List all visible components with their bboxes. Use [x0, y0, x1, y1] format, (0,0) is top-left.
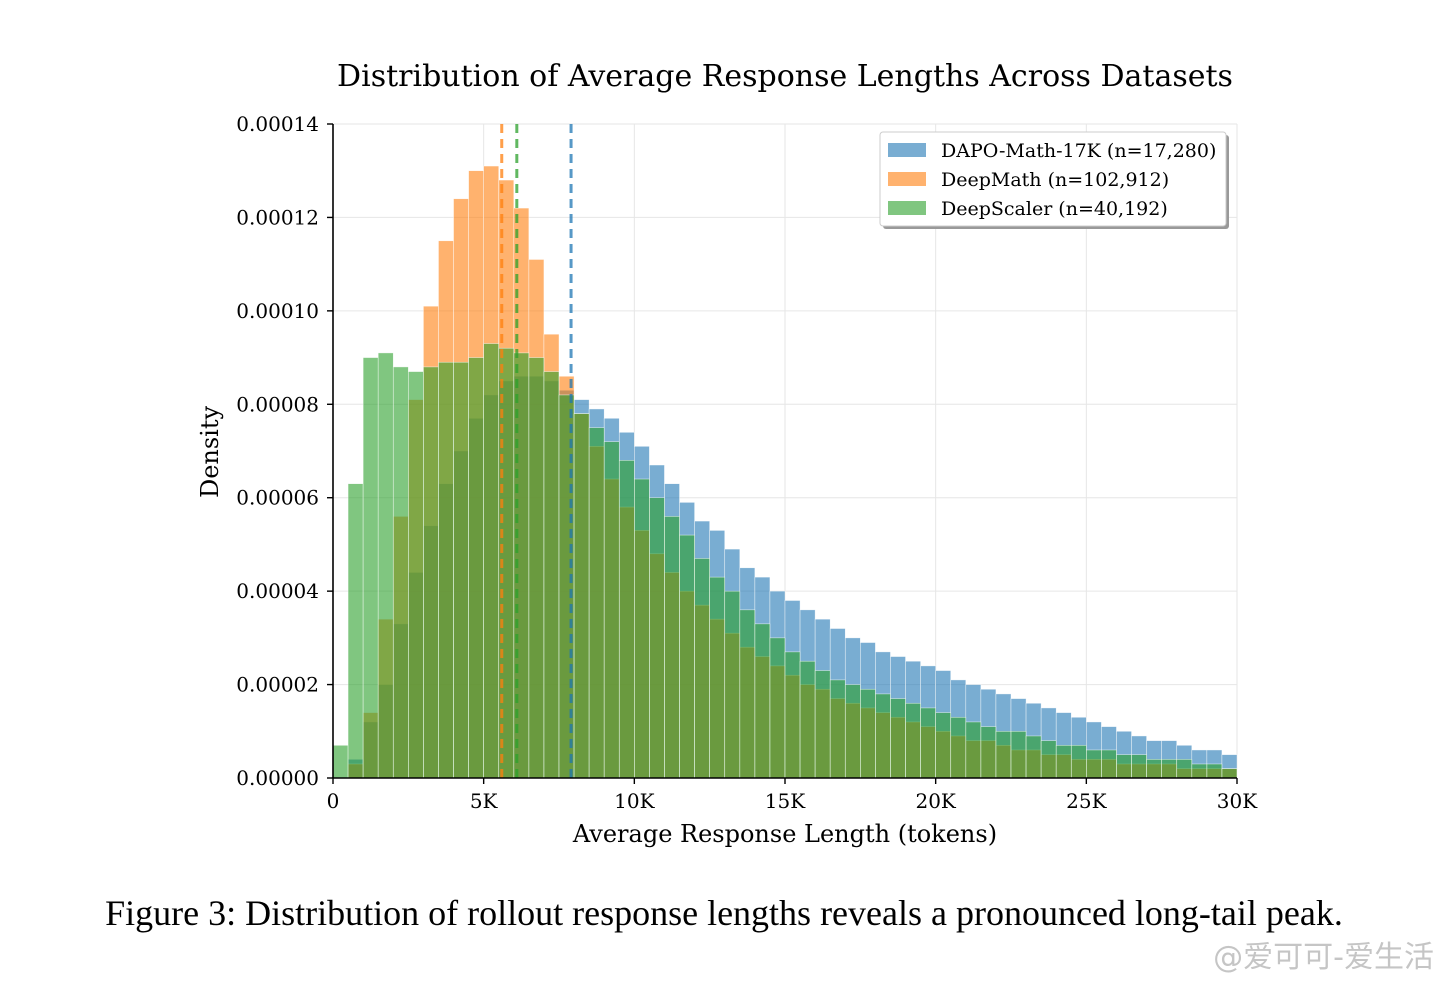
histogram-bar [739, 609, 756, 779]
histogram-bar [573, 413, 590, 779]
histogram-bar [649, 497, 665, 779]
histogram-bar [453, 361, 469, 779]
histogram-bar [438, 361, 454, 779]
histogram-bar [543, 371, 560, 779]
histogram-bar [784, 651, 801, 779]
histogram-bar [875, 693, 891, 779]
bars [332, 165, 1238, 779]
histogram-bar [468, 357, 484, 779]
histogram-bar [347, 483, 364, 779]
histogram-bar [483, 343, 500, 779]
histogram-bar [920, 707, 936, 779]
watermark: @爱可可-爱生活 [1213, 940, 1434, 975]
x-tick-label: 5K [470, 789, 499, 813]
histogram-bar [423, 366, 439, 779]
histogram-bar [362, 357, 379, 779]
y-axis-label: Density [196, 406, 224, 499]
histogram-bar [965, 721, 982, 779]
histogram-bar [1101, 749, 1117, 779]
histogram-bar [935, 712, 952, 779]
legend: DAPO-Math-17K (n=17,280) DeepMath (n=102,… [879, 131, 1229, 229]
x-tick-label: 20K [915, 789, 956, 813]
histogram-bar [664, 516, 680, 779]
histogram-bar [1010, 730, 1027, 779]
x-tick-label: 30K [1217, 789, 1258, 813]
legend-box [879, 131, 1227, 227]
legend-label: DeepScaler (n=40,192) [941, 198, 1168, 220]
histogram-bar [1206, 763, 1223, 779]
histogram-bar [724, 590, 741, 779]
histogram-bar [1161, 759, 1178, 779]
y-tick-label: 0.00010 [236, 299, 319, 323]
histogram-bar [1146, 759, 1162, 779]
legend-label: DeepMath (n=102,912) [941, 169, 1169, 191]
histogram-bar [950, 716, 967, 779]
y-tick-label: 0.00014 [236, 112, 319, 136]
histogram-bar [618, 460, 635, 779]
x-tick-label: 0 [327, 789, 340, 813]
chart-title: Distribution of Average Response Lengths… [337, 59, 1233, 94]
legend-label: DAPO-Math-17K (n=17,280) [941, 140, 1216, 162]
legend-swatch [888, 172, 926, 186]
histogram-bar [1176, 759, 1193, 779]
histogram-bar [392, 366, 409, 779]
histogram-bar [408, 371, 424, 779]
histogram-bar [1070, 744, 1087, 779]
histogram-bar [558, 394, 575, 779]
y-tick-label: 0.00000 [236, 766, 319, 790]
figure-caption: Figure 3: Distribution of rollout respon… [105, 893, 1343, 933]
histogram-bar [1040, 740, 1057, 779]
histogram-chart: Distribution of Average Response Lengths… [196, 59, 1258, 848]
histogram-bar [679, 534, 695, 779]
histogram-bar [1086, 749, 1102, 779]
histogram-bar [634, 478, 650, 779]
histogram-bar [709, 576, 726, 779]
histogram-bar [829, 679, 846, 779]
histogram-bar [890, 698, 906, 779]
legend-swatch [888, 143, 926, 157]
histogram-bar [332, 744, 349, 779]
histogram-bar [844, 684, 861, 779]
legend-swatch [888, 201, 926, 215]
x-tick-label: 15K [765, 789, 806, 813]
x-axis-label: Average Response Length (tokens) [572, 820, 997, 848]
histogram-bar [980, 726, 997, 779]
histogram-bar [754, 623, 771, 779]
histogram-bar [769, 637, 786, 779]
histogram-bar [814, 670, 831, 779]
histogram-bar [905, 702, 921, 779]
histogram-bar [1025, 735, 1042, 779]
y-tick-label: 0.00012 [236, 205, 319, 229]
histogram-bar [995, 730, 1012, 779]
histogram-bar [1221, 768, 1238, 779]
mean-lines [500, 124, 573, 778]
histogram-bar [1131, 754, 1147, 779]
histogram-bar [694, 558, 710, 779]
histogram-bar [588, 427, 605, 779]
x-tick-label: 25K [1066, 789, 1107, 813]
histogram-bar [1191, 763, 1208, 779]
histogram-bar [1055, 744, 1072, 779]
y-tick-label: 0.00002 [236, 673, 319, 697]
x-tick-label: 10K [614, 789, 655, 813]
y-tick-label: 0.00004 [236, 579, 319, 603]
series-2-bars [332, 343, 1238, 779]
y-tick-label: 0.00006 [236, 486, 319, 510]
histogram-bar [603, 441, 620, 779]
histogram-bar [860, 688, 876, 779]
histogram-bar [1116, 754, 1132, 779]
histogram-bar [799, 660, 816, 779]
y-tick-label: 0.00008 [236, 392, 319, 416]
histogram-bar [377, 352, 394, 779]
tick-labels: 0 5K 10K 15K 20K 25K 30K 0.00000 0.00002 0.00004 0… [236, 112, 1258, 813]
histogram-bar [528, 357, 545, 779]
